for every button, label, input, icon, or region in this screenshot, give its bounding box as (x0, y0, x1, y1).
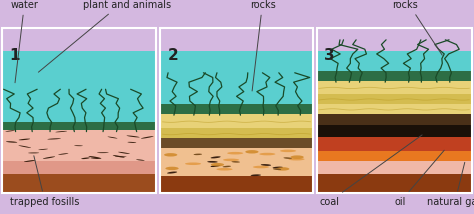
FancyBboxPatch shape (317, 94, 472, 105)
FancyBboxPatch shape (317, 161, 472, 176)
Ellipse shape (118, 152, 130, 154)
Ellipse shape (251, 174, 261, 176)
Text: sedimentary
rocks: sedimentary rocks (232, 0, 294, 91)
Ellipse shape (136, 159, 145, 161)
Ellipse shape (276, 167, 290, 171)
Ellipse shape (223, 166, 231, 167)
Text: trapped fosills: trapped fosills (10, 156, 80, 207)
Ellipse shape (28, 152, 39, 153)
Ellipse shape (210, 156, 221, 158)
Text: water: water (10, 0, 38, 83)
Ellipse shape (280, 150, 296, 152)
Ellipse shape (141, 136, 154, 139)
FancyBboxPatch shape (160, 128, 313, 140)
Ellipse shape (113, 155, 125, 158)
Ellipse shape (6, 141, 17, 143)
Ellipse shape (58, 153, 68, 155)
FancyBboxPatch shape (317, 113, 472, 127)
Ellipse shape (273, 167, 283, 168)
Ellipse shape (74, 145, 83, 146)
Ellipse shape (283, 157, 292, 159)
Ellipse shape (245, 150, 258, 153)
Ellipse shape (5, 130, 15, 132)
Ellipse shape (38, 149, 48, 150)
FancyBboxPatch shape (160, 51, 313, 105)
Text: 1: 1 (9, 48, 20, 62)
FancyBboxPatch shape (160, 176, 313, 193)
FancyBboxPatch shape (317, 125, 472, 138)
FancyBboxPatch shape (317, 104, 472, 115)
Ellipse shape (211, 163, 224, 166)
FancyBboxPatch shape (317, 137, 472, 153)
Ellipse shape (167, 171, 177, 174)
Ellipse shape (253, 166, 269, 168)
Ellipse shape (217, 168, 233, 171)
Ellipse shape (165, 167, 179, 170)
FancyBboxPatch shape (317, 174, 472, 193)
Ellipse shape (18, 139, 30, 140)
Ellipse shape (91, 158, 101, 159)
FancyBboxPatch shape (317, 80, 472, 95)
Ellipse shape (128, 142, 137, 143)
FancyBboxPatch shape (2, 130, 156, 163)
Ellipse shape (273, 168, 281, 170)
Text: coal: coal (319, 135, 422, 207)
Text: dead organisms,
plant and animals: dead organisms, plant and animals (38, 0, 171, 72)
Ellipse shape (289, 158, 305, 160)
FancyBboxPatch shape (160, 104, 313, 115)
Ellipse shape (127, 135, 140, 137)
Ellipse shape (231, 161, 240, 163)
FancyBboxPatch shape (160, 138, 313, 150)
FancyBboxPatch shape (317, 152, 472, 163)
Text: natural gas: natural gas (427, 162, 474, 207)
Text: 2: 2 (167, 48, 178, 62)
Ellipse shape (261, 164, 271, 166)
Ellipse shape (207, 161, 218, 163)
Text: oil: oil (395, 150, 444, 207)
FancyBboxPatch shape (160, 113, 313, 130)
Ellipse shape (227, 152, 243, 155)
Ellipse shape (97, 152, 109, 153)
Ellipse shape (185, 162, 201, 165)
Ellipse shape (81, 158, 90, 159)
Ellipse shape (43, 156, 55, 159)
Ellipse shape (18, 145, 31, 148)
Ellipse shape (24, 160, 36, 162)
Ellipse shape (115, 156, 127, 157)
Ellipse shape (291, 155, 304, 159)
FancyBboxPatch shape (160, 148, 313, 178)
Text: impermeable
rocks: impermeable rocks (373, 0, 442, 55)
Text: 3: 3 (324, 48, 334, 62)
Ellipse shape (47, 138, 61, 140)
Ellipse shape (55, 131, 67, 132)
FancyBboxPatch shape (317, 71, 472, 82)
Ellipse shape (108, 137, 118, 138)
FancyBboxPatch shape (2, 122, 156, 132)
Ellipse shape (223, 159, 239, 161)
Ellipse shape (259, 153, 275, 155)
Ellipse shape (89, 156, 101, 159)
FancyBboxPatch shape (317, 51, 472, 72)
FancyBboxPatch shape (2, 174, 156, 193)
Ellipse shape (193, 154, 202, 155)
Ellipse shape (210, 165, 220, 167)
Ellipse shape (164, 153, 177, 156)
FancyBboxPatch shape (2, 51, 156, 123)
FancyBboxPatch shape (2, 161, 156, 176)
